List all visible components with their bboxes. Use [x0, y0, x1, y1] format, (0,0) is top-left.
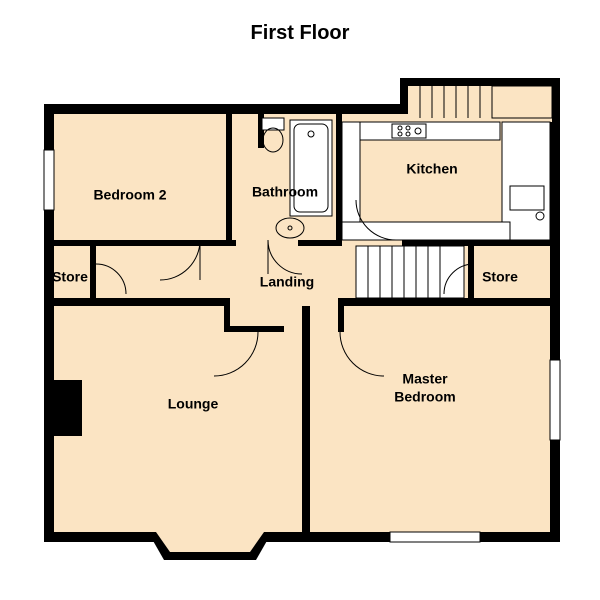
label-kitchen: Kitchen: [406, 161, 457, 177]
label-store2: Store: [482, 269, 518, 285]
label-master1: Master: [402, 371, 448, 387]
label-store1: Store: [52, 269, 88, 285]
label-bathroom: Bathroom: [252, 184, 318, 200]
label-lounge: Lounge: [168, 396, 219, 412]
label-landing: Landing: [260, 274, 314, 290]
label-bedroom2: Bedroom 2: [93, 187, 166, 203]
label-master2: Bedroom: [394, 389, 455, 405]
floorplan: Bedroom 2 Bathroom Kitchen Store Store L…: [0, 0, 600, 600]
